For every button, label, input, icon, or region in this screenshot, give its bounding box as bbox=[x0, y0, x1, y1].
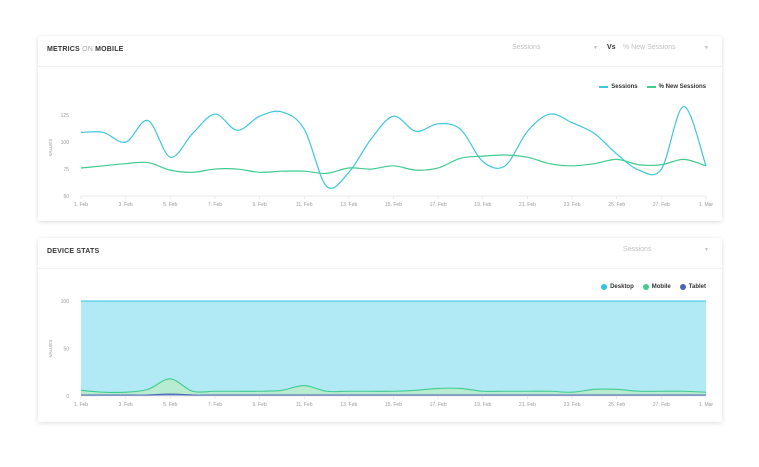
x-tick-label: 1. Feb bbox=[74, 402, 88, 408]
legend-dot-icon bbox=[679, 284, 686, 290]
x-tick-label: 7. Feb bbox=[208, 202, 222, 208]
device-metric-select[interactable]: Sessions ▼ bbox=[623, 246, 709, 253]
y-tick-label: 50 bbox=[63, 347, 69, 353]
legend-line-icon bbox=[599, 86, 609, 88]
y-tick-label: 100 bbox=[61, 299, 70, 305]
series-line-1 bbox=[80, 105, 707, 189]
x-tick-label: 21. Feb bbox=[519, 402, 536, 408]
x-tick-label: 15. Feb bbox=[385, 402, 402, 408]
x-tick-label: 27. Feb bbox=[653, 202, 670, 208]
x-tick-label: 1. Feb bbox=[74, 202, 88, 208]
x-tick-label: 9. Feb bbox=[252, 202, 266, 208]
legend-dot-icon bbox=[601, 284, 608, 290]
metrics-card: METRICS ON MOBILE Sessions ▼ Vs % New Se… bbox=[38, 36, 722, 221]
x-tick-label: 1. Mar bbox=[699, 402, 714, 408]
legend-label: Sessions bbox=[611, 84, 638, 90]
legend-item[interactable]: % New Sessions bbox=[646, 84, 706, 90]
chevron-down-icon: ▼ bbox=[704, 45, 709, 51]
x-tick-label: 17. Feb bbox=[430, 402, 447, 408]
device-card-header: DEVICE STATS Sessions ▼ bbox=[38, 238, 722, 269]
y-tick-label: 0 bbox=[66, 394, 69, 400]
series-line-2 bbox=[80, 154, 707, 175]
x-tick-label: 27. Feb bbox=[653, 402, 670, 408]
area-line-tablet bbox=[80, 393, 706, 396]
device-area-chart: VALUES 0 50 100 1. Feb 3. Feb 5. Feb 7. Feb 9. F… bbox=[48, 299, 714, 408]
metrics-title-b: ON bbox=[82, 46, 93, 53]
compare-metric-select[interactable]: % New Sessions ▼ bbox=[623, 44, 709, 51]
x-tick-label: 9. Feb bbox=[252, 402, 266, 408]
y-tick-label: 100 bbox=[61, 140, 70, 146]
device-legend: Desktop Mobile Tablet bbox=[601, 284, 706, 290]
legend-label: Mobile bbox=[651, 284, 671, 290]
metrics-title: METRICS ON MOBILE bbox=[47, 46, 124, 53]
x-tick-label: 17. Feb bbox=[430, 202, 447, 208]
x-tick-label: 13. Feb bbox=[340, 202, 357, 208]
chevron-down-icon: ▼ bbox=[704, 247, 709, 253]
compare-metric-value: % New Sessions bbox=[623, 44, 676, 51]
legend-label: Tablet bbox=[688, 284, 706, 290]
legend-line-icon bbox=[646, 86, 656, 88]
device-title: DEVICE STATS bbox=[47, 248, 100, 255]
legend-item[interactable]: Tablet bbox=[679, 284, 706, 290]
x-tick-label: 3. Feb bbox=[119, 402, 133, 408]
x-tick-label: 25. Feb bbox=[608, 402, 625, 408]
legend-item[interactable]: Mobile bbox=[642, 284, 671, 290]
device-card: DEVICE STATS Sessions ▼ Desktop Mobile Tab… bbox=[38, 238, 722, 422]
y-tick-label: 50 bbox=[63, 194, 69, 200]
metrics-legend: Sessions % New Sessions bbox=[599, 84, 706, 90]
x-tick-label: 11. Feb bbox=[296, 202, 313, 208]
area-desktop bbox=[81, 301, 706, 396]
metrics-line-chart: VALUES 50 75 100 125 1. Feb 3. Feb 5. Feb 7. Feb… bbox=[48, 105, 714, 208]
primary-metric-select[interactable]: Sessions ▼ bbox=[512, 44, 598, 51]
x-tick-label: 23. Feb bbox=[564, 402, 581, 408]
x-tick-label: 5. Feb bbox=[163, 402, 177, 408]
x-tick-label: 23. Feb bbox=[564, 202, 581, 208]
legend-dot-icon bbox=[642, 284, 649, 290]
legend-label: % New Sessions bbox=[658, 84, 706, 90]
x-tick-label: 7. Feb bbox=[208, 402, 222, 408]
x-tick-label: 3. Feb bbox=[119, 202, 133, 208]
x-tick-label: 5. Feb bbox=[163, 202, 177, 208]
area-line-mobile bbox=[80, 378, 707, 394]
y-axis-label: VALUES bbox=[48, 139, 53, 156]
y-axis-label: VALUES bbox=[48, 340, 53, 357]
metrics-title-c: MOBILE bbox=[95, 46, 124, 53]
device-metric-value: Sessions bbox=[623, 246, 652, 253]
chevron-down-icon: ▼ bbox=[593, 45, 598, 51]
y-tick-label: 125 bbox=[61, 113, 70, 119]
legend-item[interactable]: Sessions bbox=[599, 84, 638, 90]
metrics-title-a: METRICS bbox=[47, 46, 80, 53]
x-tick-label: 25. Feb bbox=[608, 202, 625, 208]
legend-label: Desktop bbox=[610, 284, 634, 290]
x-tick-label: 15. Feb bbox=[385, 202, 402, 208]
y-tick-label: 75 bbox=[63, 167, 69, 173]
legend-item[interactable]: Desktop bbox=[601, 284, 634, 290]
x-tick-label: 21. Feb bbox=[519, 202, 536, 208]
x-tick-label: 13. Feb bbox=[340, 402, 357, 408]
x-tick-label: 11. Feb bbox=[296, 402, 313, 408]
x-tick-label: 19. Feb bbox=[474, 202, 491, 208]
vs-label: Vs bbox=[607, 44, 616, 51]
metrics-card-header: METRICS ON MOBILE Sessions ▼ Vs % New Se… bbox=[38, 36, 722, 67]
primary-metric-value: Sessions bbox=[512, 44, 541, 51]
x-tick-label: 19. Feb bbox=[474, 402, 491, 408]
x-tick-label: 1. Mar bbox=[699, 202, 714, 208]
